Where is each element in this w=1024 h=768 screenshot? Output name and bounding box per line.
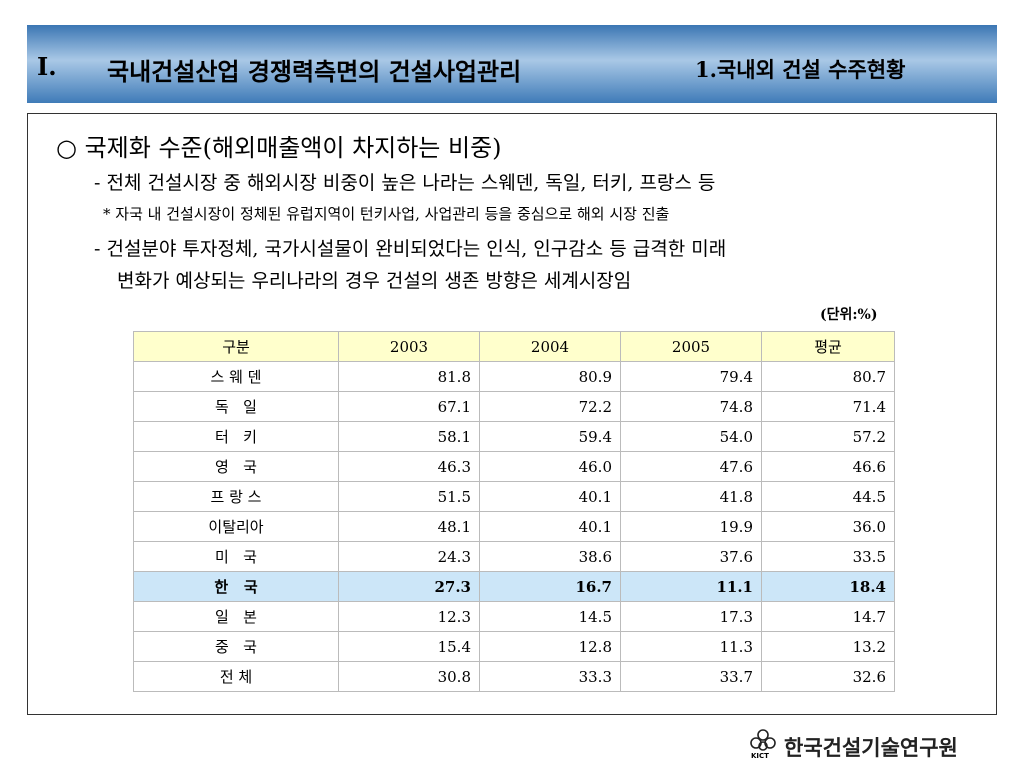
column-header: 2004 <box>479 331 621 362</box>
cell: 41.8 <box>620 481 762 512</box>
row-label: 프 랑 스 <box>133 481 339 512</box>
cell: 38.6 <box>479 541 621 572</box>
row-label: 일 본 <box>133 601 339 632</box>
body-line: - 전체 건설시장 중 해외시장 비중이 높은 나라는 스웨덴, 독일, 터키,… <box>94 172 716 194</box>
cell: 48.1 <box>338 511 480 542</box>
table-row: 이탈리아 48.1 40.1 19.9 36.0 <box>133 511 895 542</box>
cell: 27.3 <box>338 571 480 602</box>
table-row: 스 웨 덴 81.8 80.9 79.4 80.7 <box>133 361 895 392</box>
table-row: 한 국 27.3 16.7 11.1 18.4 <box>133 571 895 602</box>
header-bar: I. 국내건설산업 경쟁력측면의 건설사업관리 1.국내외 건설 수주현황 <box>27 25 997 103</box>
cell: 19.9 <box>620 511 762 542</box>
cell: 54.0 <box>620 421 762 452</box>
row-label: 스 웨 덴 <box>133 361 339 392</box>
cell: 47.6 <box>620 451 762 482</box>
body-line: - 건설분야 투자정체, 국가시설물이 완비되었다는 인식, 인구감소 등 급격… <box>94 238 727 260</box>
cell: 16.7 <box>479 571 621 602</box>
cell: 13.2 <box>761 631 895 662</box>
body-note: * 자국 내 건설시장이 정체된 유럽지역이 턴키사업, 사업관리 등을 중심으… <box>103 205 670 223</box>
cell: 33.5 <box>761 541 895 572</box>
cell: 44.5 <box>761 481 895 512</box>
column-header: 구분 <box>133 331 339 362</box>
header-subtitle: 1.국내외 건설 수주현황 <box>695 57 906 82</box>
cell: 51.5 <box>338 481 480 512</box>
org-name: 한국건설기술연구원 <box>784 736 958 760</box>
table-row: 프 랑 스 51.5 40.1 41.8 44.5 <box>133 481 895 512</box>
cell: 80.7 <box>761 361 895 392</box>
cell: 11.1 <box>620 571 762 602</box>
heading: ○ 국제화 수준(해외매출액이 차지하는 비중) <box>56 134 502 162</box>
row-label: 독 일 <box>133 391 339 422</box>
cell: 36.0 <box>761 511 895 542</box>
row-label: 영 국 <box>133 451 339 482</box>
cell: 57.2 <box>761 421 895 452</box>
row-label: 이탈리아 <box>133 511 339 542</box>
cell: 14.5 <box>479 601 621 632</box>
cell: 12.3 <box>338 601 480 632</box>
cell: 12.8 <box>479 631 621 662</box>
content-box <box>27 113 997 715</box>
row-label: 한 국 <box>133 571 339 602</box>
cell: 67.1 <box>338 391 480 422</box>
cell: 40.1 <box>479 511 621 542</box>
cell: 15.4 <box>338 631 480 662</box>
table-row: 중 국 15.4 12.8 11.3 13.2 <box>133 631 895 662</box>
table-row: 미 국 24.3 38.6 37.6 33.5 <box>133 541 895 572</box>
table-row: 영 국 46.3 46.0 47.6 46.6 <box>133 451 895 482</box>
logo-icon <box>750 729 776 751</box>
section-number: I. <box>37 52 57 81</box>
cell: 80.9 <box>479 361 621 392</box>
cell: 14.7 <box>761 601 895 632</box>
header-title: 국내건설산업 경쟁력측면의 건설사업관리 <box>107 57 522 86</box>
row-label: 중 국 <box>133 631 339 662</box>
cell: 46.3 <box>338 451 480 482</box>
table-row: 독 일 67.1 72.2 74.8 71.4 <box>133 391 895 422</box>
row-label: 전 체 <box>133 661 339 692</box>
row-label: 미 국 <box>133 541 339 572</box>
cell: 46.6 <box>761 451 895 482</box>
cell: 24.3 <box>338 541 480 572</box>
cell: 32.6 <box>761 661 895 692</box>
cell: 59.4 <box>479 421 621 452</box>
column-header: 2003 <box>338 331 480 362</box>
column-header: 평균 <box>761 331 895 362</box>
cell: 33.3 <box>479 661 621 692</box>
cell: 58.1 <box>338 421 480 452</box>
header-row: 구분 2003 2004 2005 평균 <box>133 331 895 362</box>
cell: 11.3 <box>620 631 762 662</box>
logo-abbr: KICT <box>751 752 769 760</box>
data-table: 구분 2003 2004 2005 평균 스 웨 덴 81.8 80.9 79.4 80.7 독 일… <box>133 331 895 692</box>
cell: 37.6 <box>620 541 762 572</box>
row-label: 터 키 <box>133 421 339 452</box>
cell: 79.4 <box>620 361 762 392</box>
cell: 46.0 <box>479 451 621 482</box>
cell: 81.8 <box>338 361 480 392</box>
cell: 71.4 <box>761 391 895 422</box>
cell: 30.8 <box>338 661 480 692</box>
cell: 17.3 <box>620 601 762 632</box>
table-row: 전 체 30.8 33.3 33.7 32.6 <box>133 661 895 692</box>
unit-label: (단위:%) <box>820 307 878 323</box>
body-line: 변화가 예상되는 우리나라의 경우 건설의 생존 방향은 세계시장임 <box>117 270 632 292</box>
column-header: 2005 <box>620 331 762 362</box>
cell: 18.4 <box>761 571 895 602</box>
cell: 33.7 <box>620 661 762 692</box>
table-row: 터 키 58.1 59.4 54.0 57.2 <box>133 421 895 452</box>
cell: 74.8 <box>620 391 762 422</box>
cell: 72.2 <box>479 391 621 422</box>
table-row: 일 본 12.3 14.5 17.3 14.7 <box>133 601 895 632</box>
cell: 40.1 <box>479 481 621 512</box>
